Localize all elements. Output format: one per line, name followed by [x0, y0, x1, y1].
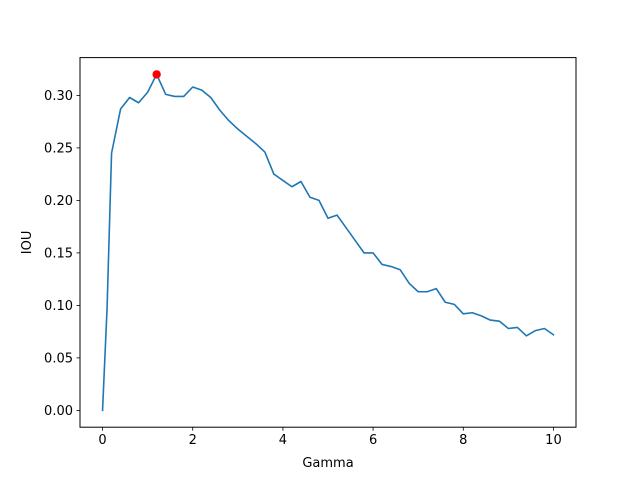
series-line [101, 73, 555, 412]
max-point-marker [152, 70, 161, 79]
x-tick-label: 4 [279, 433, 287, 448]
y-tick-label: 0.25 [44, 141, 73, 156]
x-tick-label: 2 [189, 433, 197, 448]
x-tick-label: 8 [459, 433, 467, 448]
x-axis-label: Gamma [302, 456, 353, 471]
y-axis-ticks: 0.00 0.05 0.10 0.15 0.20 0.25 0.30 [44, 89, 80, 419]
y-tick-label: 0.30 [44, 89, 73, 104]
plot-layer [101, 70, 555, 412]
y-tick-label: 0.20 [44, 194, 73, 209]
y-tick-label: 0.05 [44, 351, 73, 366]
x-axis-ticks: 0 2 4 6 8 10 [98, 427, 562, 448]
y-tick-label: 0.00 [44, 404, 73, 419]
x-tick-label: 10 [545, 433, 562, 448]
axes-frame [79, 57, 577, 428]
x-tick-label: 6 [369, 433, 377, 448]
y-tick-label: 0.10 [44, 299, 73, 314]
x-tick-label: 0 [98, 433, 106, 448]
y-tick-label: 0.15 [44, 246, 73, 261]
y-axis-label: IOU [20, 231, 35, 255]
